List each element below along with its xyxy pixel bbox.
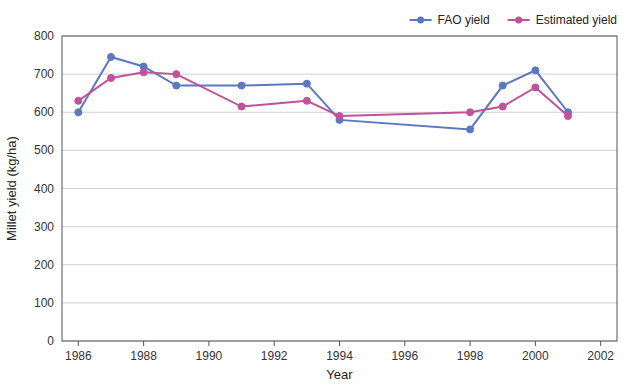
y-tick-label: 700	[34, 67, 54, 81]
x-tick-label: 1990	[196, 349, 223, 363]
x-tick	[274, 341, 275, 346]
y-tick-label: 300	[34, 220, 54, 234]
x-tick-label: 1988	[130, 349, 157, 363]
legend-label: Estimated yield	[536, 13, 617, 27]
series-marker	[499, 103, 506, 110]
x-axis: 1986 1988 1990 1992 1994 1996 1998 2000 2002	[65, 341, 614, 363]
series-marker	[140, 69, 147, 76]
chart-svg: 0 100 200 300 400 500 600 700 800 1986 1988 1990 199…	[0, 0, 633, 387]
x-tick	[470, 341, 471, 346]
x-tick-label: 2002	[587, 349, 614, 363]
y-tick-label: 200	[34, 258, 54, 272]
legend-marker	[515, 17, 522, 24]
grid-line	[62, 150, 617, 151]
x-axis-label: Year	[326, 367, 353, 382]
x-tick	[208, 341, 209, 346]
series-marker	[303, 80, 310, 87]
series-marker	[75, 97, 82, 104]
series-marker	[565, 113, 572, 120]
series-marker	[532, 67, 539, 74]
series-marker	[467, 126, 474, 133]
legend-label: FAO yield	[438, 13, 490, 27]
series-marker	[238, 82, 245, 89]
y-tick-label: 500	[34, 143, 54, 157]
plot-frame	[62, 36, 617, 341]
x-tick-label: 1996	[391, 349, 418, 363]
x-tick-label: 2000	[522, 349, 549, 363]
y-tick-label: 0	[47, 334, 54, 348]
x-tick-label: 1992	[261, 349, 288, 363]
data-group	[75, 53, 572, 132]
series-line	[78, 57, 568, 129]
plot-background	[62, 36, 617, 341]
legend-item: Estimated yield	[508, 13, 617, 27]
x-tick-label: 1998	[457, 349, 484, 363]
legend-item: FAO yield	[410, 13, 490, 27]
grid-line	[62, 264, 617, 265]
chart-container: 0 100 200 300 400 500 600 700 800 1986 1988 1990 199…	[0, 0, 633, 387]
series-marker	[467, 109, 474, 116]
series-marker	[303, 97, 310, 104]
x-tick-label: 1994	[326, 349, 353, 363]
y-axis: 0 100 200 300 400 500 600 700 800	[34, 29, 617, 348]
series-marker	[107, 53, 114, 60]
series-line	[78, 72, 568, 116]
x-tick-label: 1986	[65, 349, 92, 363]
series-marker	[238, 103, 245, 110]
grid-line	[62, 226, 617, 227]
series-marker	[336, 113, 343, 120]
series-marker	[75, 109, 82, 116]
series-marker	[173, 71, 180, 78]
y-axis-label: Millet yield (kg/ha)	[4, 136, 19, 241]
x-tick	[78, 341, 79, 346]
y-tick-label: 100	[34, 296, 54, 310]
y-tick-label: 800	[34, 29, 54, 43]
series-marker	[107, 74, 114, 81]
y-tick-label: 400	[34, 182, 54, 196]
x-tick	[143, 341, 144, 346]
grid-line	[62, 302, 617, 303]
x-tick	[404, 341, 405, 346]
grid-line	[62, 188, 617, 189]
legend-marker	[417, 17, 424, 24]
series-marker	[499, 82, 506, 89]
series-marker	[173, 82, 180, 89]
series-marker	[532, 84, 539, 91]
x-tick	[535, 341, 536, 346]
legend: FAO yield Estimated yield	[410, 13, 617, 27]
y-tick-label: 600	[34, 105, 54, 119]
x-tick	[600, 341, 601, 346]
x-tick	[339, 341, 340, 346]
